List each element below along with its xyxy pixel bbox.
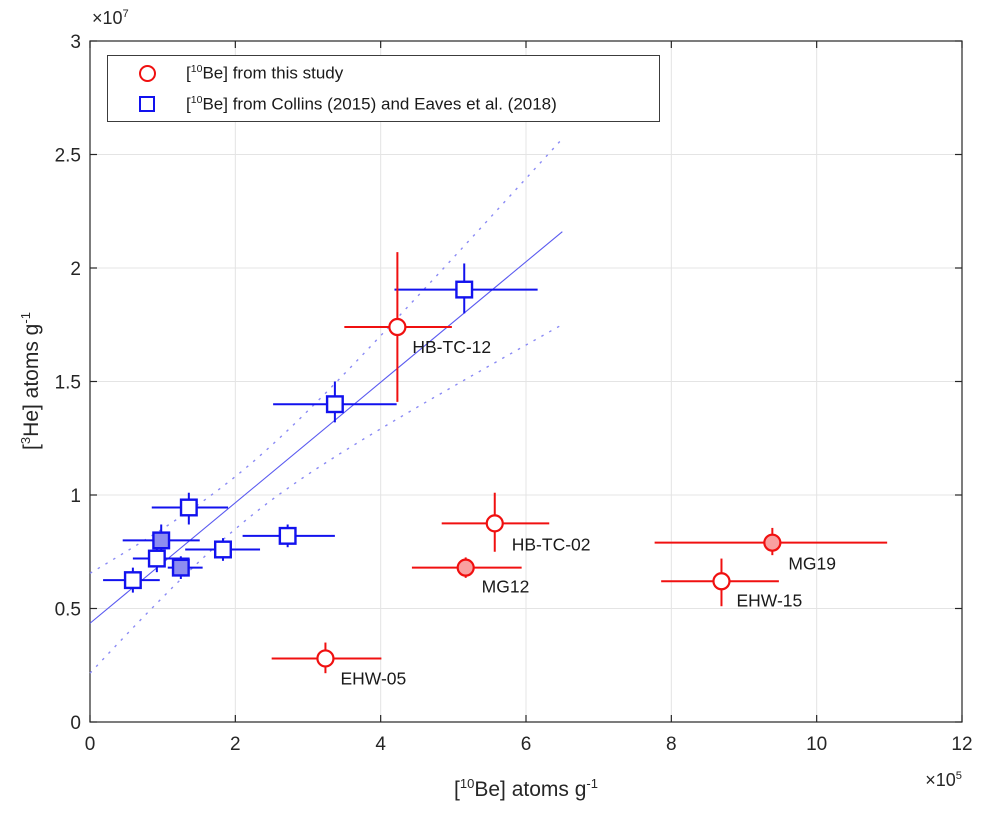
data-point bbox=[213, 540, 232, 559]
data-point bbox=[123, 571, 142, 590]
data-point bbox=[147, 549, 166, 568]
point-label-MG19: MG19 bbox=[788, 554, 836, 574]
x-tick-label: 4 bbox=[375, 734, 386, 755]
data-point-HB-TC-12 bbox=[388, 317, 407, 337]
data-point bbox=[455, 280, 474, 299]
confidence-band-upper bbox=[89, 138, 563, 574]
point-label-EHW-05: EHW-05 bbox=[340, 668, 406, 688]
y-axis-exponent: ×107 bbox=[92, 8, 129, 28]
data-point bbox=[179, 498, 198, 517]
x-axis-label: [10Be] atoms g-1 bbox=[454, 776, 598, 801]
point-label-MG12: MG12 bbox=[482, 577, 530, 597]
legend-item-label: [10Be] from Collins (2015) and Eaves et … bbox=[186, 93, 557, 114]
x-tick-label: 10 bbox=[806, 734, 827, 755]
data-point-EHW-05 bbox=[316, 649, 335, 668]
data-point bbox=[278, 526, 297, 545]
data-point bbox=[152, 531, 171, 550]
x-tick-label: 12 bbox=[951, 734, 972, 755]
point-label-EHW-15: EHW-15 bbox=[736, 590, 802, 610]
y-tick-label: 0.5 bbox=[55, 600, 81, 621]
confidence-band-lower bbox=[89, 323, 563, 674]
data-point bbox=[325, 395, 344, 414]
data-point-MG19 bbox=[763, 533, 782, 552]
y-tick-label: 2.5 bbox=[55, 146, 81, 167]
y-tick-label: 2 bbox=[70, 259, 81, 280]
legend-item: [10Be] from Collins (2015) and Eaves et … bbox=[108, 91, 659, 117]
x-tick-label: 6 bbox=[521, 734, 532, 755]
point-label-HB-TC-02: HB-TC-02 bbox=[512, 534, 591, 554]
data-point-EHW-15 bbox=[712, 572, 731, 591]
legend-item: [10Be] from this study bbox=[108, 60, 659, 86]
y-tick-label: 3 bbox=[70, 32, 81, 53]
x-tick-label: 2 bbox=[230, 734, 241, 755]
y-tick-label: 1 bbox=[70, 486, 81, 507]
data-point-HB-TC-02 bbox=[485, 514, 504, 533]
point-label-HB-TC-12: HB-TC-12 bbox=[412, 337, 491, 357]
legend: [10Be] from this study [10Be] from Collin… bbox=[107, 55, 660, 122]
y-tick-label: 0 bbox=[70, 713, 81, 734]
square-marker-icon bbox=[139, 96, 155, 112]
data-point bbox=[171, 558, 190, 577]
legend-item-label: [10Be] from this study bbox=[186, 62, 344, 83]
y-tick-label: 1.5 bbox=[55, 373, 81, 394]
circle-marker-icon bbox=[138, 64, 156, 82]
x-axis-exponent: ×105 bbox=[925, 770, 962, 790]
x-tick-label: 0 bbox=[85, 734, 96, 755]
data-point-MG12 bbox=[456, 558, 475, 577]
x-tick-label: 8 bbox=[666, 734, 677, 755]
y-axis-label: [3He] atoms g-1 bbox=[18, 312, 43, 450]
